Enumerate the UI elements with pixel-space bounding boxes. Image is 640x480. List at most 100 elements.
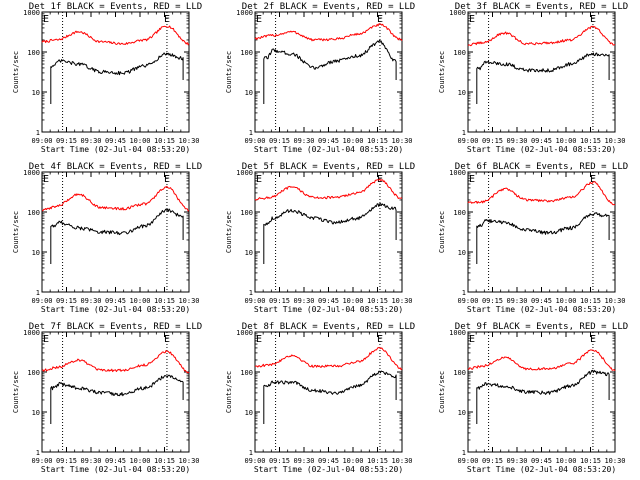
detector-panel: Det 9f BLACK = Events, RED = LLD 1 10 100 10…	[438, 322, 628, 474]
y-tick-label: 100	[240, 369, 253, 377]
y-tick-label: 10	[458, 89, 466, 97]
y-tick-label: 1	[462, 129, 466, 137]
y-axis-label: Counts/sec	[225, 371, 233, 413]
x-tick-label: 10:15	[367, 297, 388, 305]
event-rate-line	[50, 52, 184, 104]
x-axis-label: Start Time (02-Jul-04 08:53:20)	[41, 145, 190, 154]
lld-rate-line	[467, 25, 616, 47]
x-tick-label: 09:00	[244, 137, 265, 145]
y-tick-label: 10	[245, 249, 253, 257]
x-tick-label: 09:15	[56, 457, 77, 465]
interval-marker-label: E	[590, 174, 596, 185]
y-tick-label: 1000	[449, 329, 466, 337]
y-tick-label: 1000	[236, 329, 253, 337]
x-tick-label: 10:30	[604, 137, 625, 145]
x-tick-label: 10:30	[178, 297, 199, 305]
y-tick-label: 10	[245, 89, 253, 97]
event-rate-line	[476, 212, 610, 264]
x-tick-label: 09:45	[105, 137, 126, 145]
y-tick-label: 10	[32, 89, 40, 97]
interval-marker-label: E	[164, 14, 170, 25]
x-axis-label: Start Time (02-Jul-04 08:53:20)	[467, 305, 616, 314]
event-rate-line	[476, 52, 610, 104]
lld-rate-line	[254, 347, 403, 371]
y-tick-label: 1	[36, 449, 40, 457]
interval-marker-label: E	[590, 334, 596, 345]
x-tick-label: 10:30	[391, 137, 412, 145]
interval-marker-label: E	[256, 334, 262, 345]
y-axis-label: Counts/sec	[225, 51, 233, 93]
x-tick-label: 09:45	[105, 457, 126, 465]
y-tick-label: 1	[249, 129, 253, 137]
interval-marker-label: E	[469, 14, 475, 25]
interval-marker-label: E	[43, 334, 49, 345]
x-tick-label: 09:45	[318, 137, 339, 145]
lld-rate-line	[254, 178, 403, 201]
lld-rate-line	[41, 185, 190, 212]
interval-marker-label: E	[256, 174, 262, 185]
x-tick-label: 09:30	[80, 137, 101, 145]
x-tick-label: 09:30	[80, 297, 101, 305]
lld-rate-line	[467, 349, 616, 372]
y-tick-label: 1000	[449, 169, 466, 177]
x-axis-label: Start Time (02-Jul-04 08:53:20)	[467, 145, 616, 154]
y-tick-label: 1	[462, 289, 466, 297]
x-tick-label: 10:00	[129, 137, 150, 145]
lld-rate-line	[41, 350, 190, 374]
y-tick-label: 1000	[236, 169, 253, 177]
x-tick-label: 10:15	[154, 137, 175, 145]
x-tick-label: 09:45	[105, 297, 126, 305]
x-tick-label: 09:15	[482, 457, 503, 465]
x-tick-label: 09:00	[457, 457, 478, 465]
x-tick-label: 09:00	[31, 457, 52, 465]
x-tick-label: 10:15	[580, 137, 601, 145]
x-tick-label: 09:00	[31, 137, 52, 145]
x-tick-label: 10:00	[555, 297, 576, 305]
x-tick-label: 09:00	[457, 297, 478, 305]
y-tick-label: 1000	[23, 169, 40, 177]
detector-panel: Det 6f BLACK = Events, RED = LLD 1 10 100 10…	[438, 162, 628, 314]
x-tick-label: 09:30	[293, 137, 314, 145]
x-tick-label: 09:45	[531, 137, 552, 145]
panel-title: Det 7f BLACK = Events, RED = LLD	[29, 322, 202, 332]
x-tick-label: 09:30	[506, 297, 527, 305]
x-tick-label: 09:00	[31, 297, 52, 305]
detector-panel: Det 7f BLACK = Events, RED = LLD 1 10 100 10…	[12, 322, 202, 474]
x-axis-label: Start Time (02-Jul-04 08:53:20)	[254, 305, 403, 314]
x-tick-label: 09:30	[506, 137, 527, 145]
y-tick-label: 1	[36, 129, 40, 137]
y-axis-label: Counts/sec	[438, 211, 446, 253]
y-tick-label: 1000	[23, 9, 40, 17]
x-tick-label: 10:15	[367, 457, 388, 465]
x-tick-label: 09:15	[269, 137, 290, 145]
y-tick-label: 100	[240, 209, 253, 217]
detector-panel: Det 2f BLACK = Events, RED = LLD 1 10 100 10…	[225, 2, 415, 154]
lld-rate-line	[41, 25, 190, 46]
x-tick-label: 09:15	[269, 457, 290, 465]
x-tick-label: 10:30	[391, 297, 412, 305]
y-tick-label: 1	[249, 289, 253, 297]
y-axis-label: Counts/sec	[12, 211, 20, 253]
y-tick-label: 1000	[449, 9, 466, 17]
interval-marker-label: E	[256, 14, 262, 25]
detector-panel: Det 3f BLACK = Events, RED = LLD 1 10 100 10…	[438, 2, 628, 154]
y-axis-label: Counts/sec	[438, 371, 446, 413]
y-axis-label: Counts/sec	[12, 51, 20, 93]
x-tick-label: 10:30	[391, 457, 412, 465]
x-tick-label: 10:15	[154, 457, 175, 465]
y-axis-label: Counts/sec	[225, 211, 233, 253]
interval-marker-label: E	[43, 174, 49, 185]
y-tick-label: 100	[240, 49, 253, 57]
x-tick-label: 10:00	[555, 457, 576, 465]
x-tick-label: 10:00	[129, 457, 150, 465]
x-tick-label: 09:30	[293, 457, 314, 465]
x-tick-label: 09:15	[482, 137, 503, 145]
x-tick-label: 10:30	[178, 137, 199, 145]
y-tick-label: 100	[27, 49, 40, 57]
x-tick-label: 09:15	[269, 297, 290, 305]
interval-marker-label: E	[164, 334, 170, 345]
y-tick-label: 10	[458, 409, 466, 417]
interval-marker-label: E	[469, 174, 475, 185]
y-tick-label: 10	[32, 249, 40, 257]
interval-marker-label: E	[164, 174, 170, 185]
